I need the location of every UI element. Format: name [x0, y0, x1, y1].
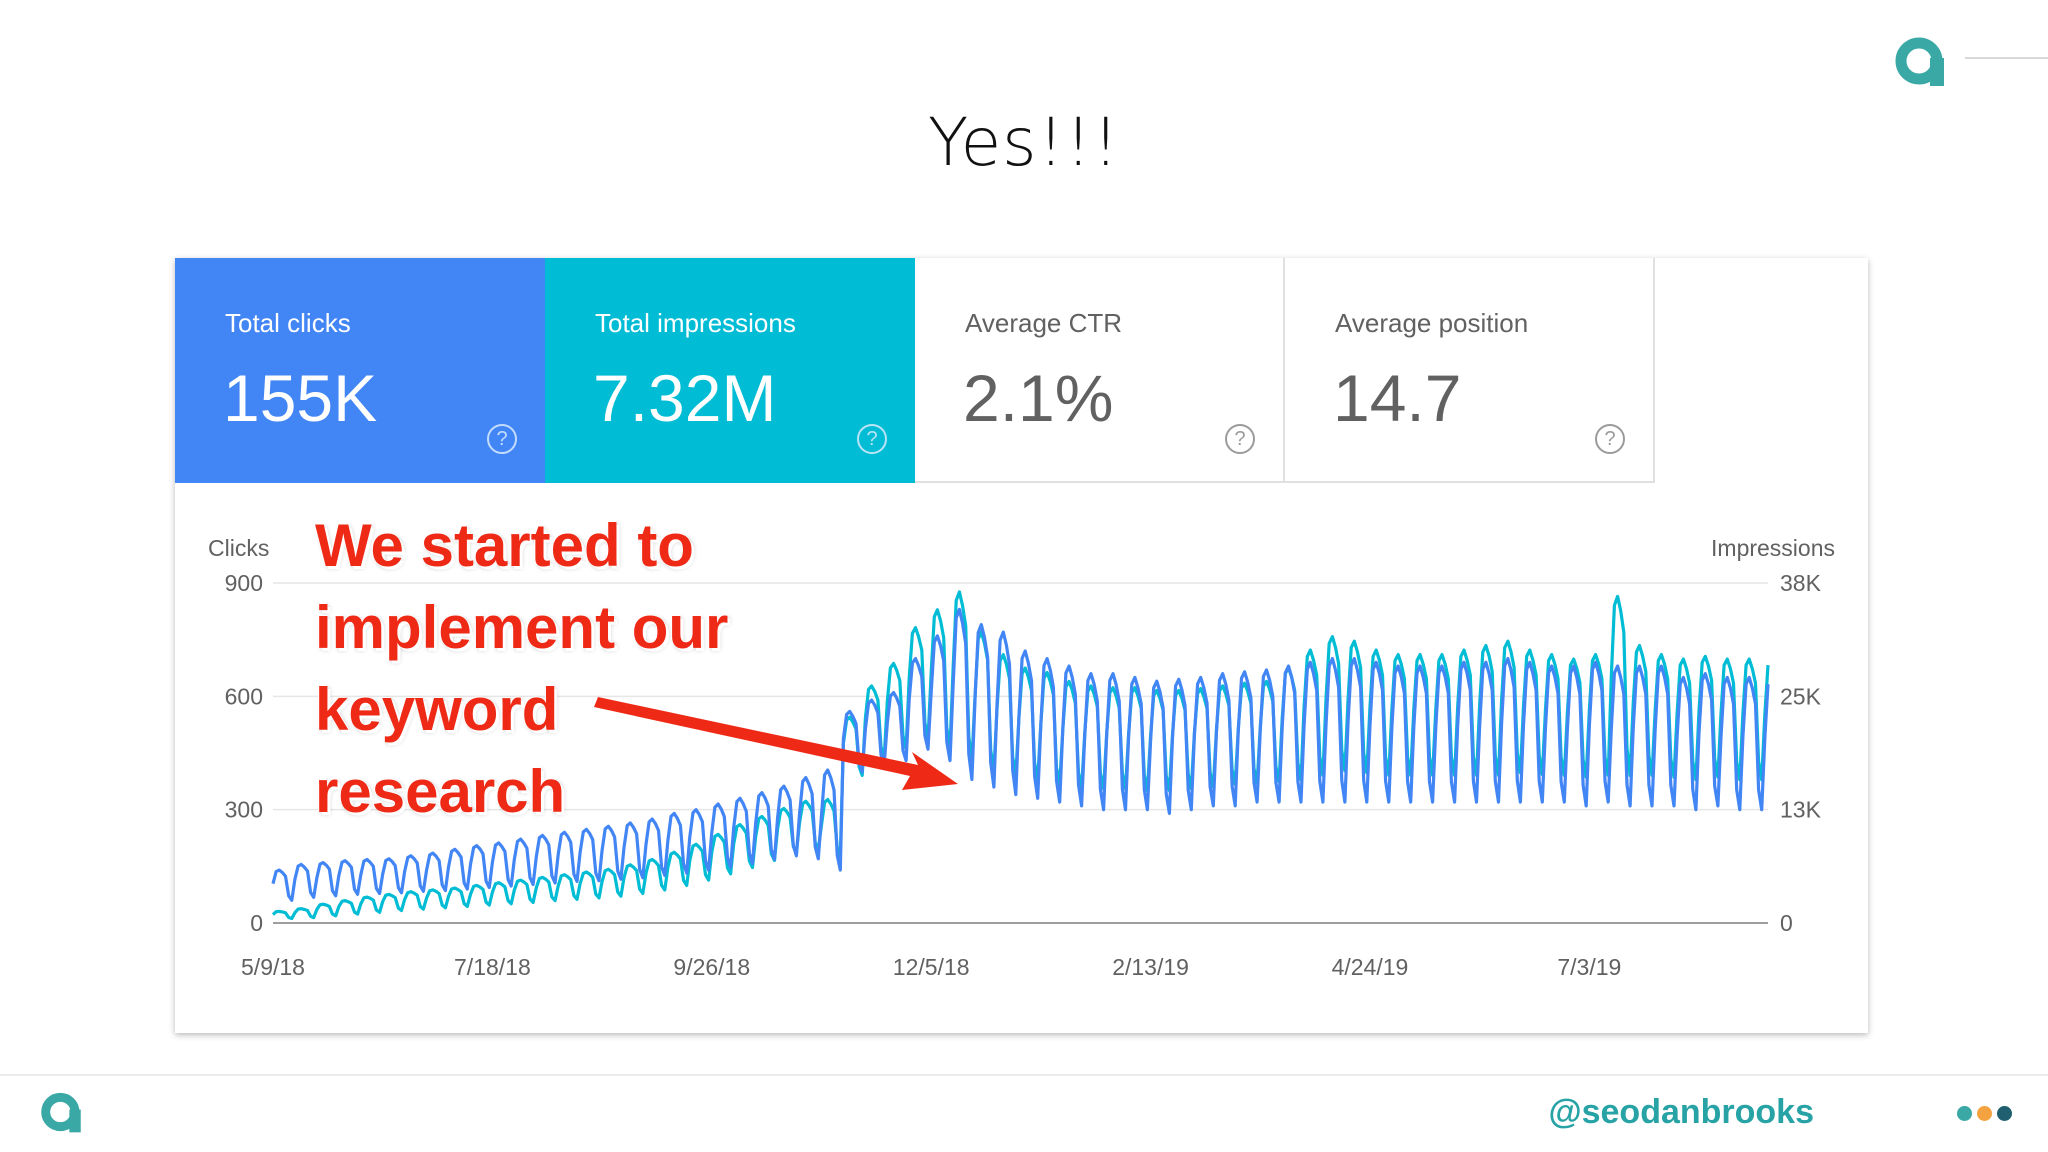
- y-right-axis-title: Impressions: [1711, 535, 1835, 561]
- x-tick-label: 2/13/19: [1112, 954, 1189, 980]
- x-tick-label: 7/18/18: [454, 954, 531, 980]
- header-divider: [1965, 57, 2048, 59]
- brand-logo-icon: [1895, 37, 1944, 86]
- x-tick-label: 5/9/18: [241, 954, 305, 980]
- metric-label: Average position: [1335, 308, 1529, 338]
- footer-dot: [1997, 1106, 2012, 1121]
- metric-total-impressions[interactable]: Total impressions 7.32M ?: [545, 258, 915, 483]
- slide-title: Yes!!!: [928, 104, 1120, 181]
- y-left-axis-title: Clicks: [208, 535, 269, 561]
- y-left-tick-label: 300: [225, 797, 263, 823]
- footer-dot: [1977, 1106, 1992, 1121]
- y-right-tick-label: 0: [1780, 910, 1793, 936]
- brand-logo-icon: [41, 1092, 81, 1133]
- metric-label: Total clicks: [225, 308, 351, 338]
- metric-average-ctr[interactable]: Average CTR 2.1% ?: [915, 258, 1285, 483]
- footer-dot: [1957, 1106, 1972, 1121]
- annotation-line: implement our: [315, 594, 729, 661]
- clicks-series-line: [271, 607, 1770, 902]
- metric-value: 2.1%: [963, 361, 1114, 435]
- help-icon[interactable]: ?: [857, 424, 887, 454]
- annotation-line: We started to: [315, 512, 694, 579]
- footer-dots: [1957, 1106, 2017, 1122]
- metric-value: 7.32M: [593, 361, 777, 435]
- help-icon[interactable]: ?: [487, 424, 517, 454]
- annotation-text: We started to implement our keyword rese…: [315, 505, 775, 833]
- metric-average-position[interactable]: Average position 14.7 ?: [1285, 258, 1655, 483]
- metric-value: 155K: [223, 361, 378, 435]
- x-tick-label: 7/3/19: [1557, 954, 1621, 980]
- y-right-tick-label: 38K: [1780, 570, 1822, 596]
- metric-label: Average CTR: [965, 308, 1123, 338]
- annotation-line: keyword: [315, 676, 559, 743]
- x-tick-label: 4/24/19: [1332, 954, 1409, 980]
- help-icon[interactable]: ?: [1595, 424, 1625, 454]
- y-left-tick-label: 900: [225, 570, 263, 596]
- twitter-handle: @seodanbrooks: [1548, 1093, 1814, 1131]
- metric-value: 14.7: [1333, 361, 1462, 435]
- annotation-arrow: [594, 697, 958, 790]
- x-tick-label: 9/26/18: [673, 954, 750, 980]
- y-right-tick-label: 25K: [1780, 683, 1822, 709]
- footer-divider: [0, 1074, 2048, 1076]
- y-right-tick-label: 13K: [1780, 797, 1822, 823]
- y-left-tick-label: 0: [250, 910, 263, 936]
- metric-total-clicks[interactable]: Total clicks 155K ?: [175, 258, 545, 483]
- x-tick-label: 12/5/18: [893, 954, 970, 980]
- annotation-line: research: [315, 758, 566, 825]
- y-left-tick-label: 600: [225, 683, 263, 709]
- metric-label: Total impressions: [595, 308, 796, 338]
- help-icon[interactable]: ?: [1225, 424, 1255, 454]
- search-console-panel: Total clicks 155K ? Total impressions 7.…: [175, 258, 1868, 1033]
